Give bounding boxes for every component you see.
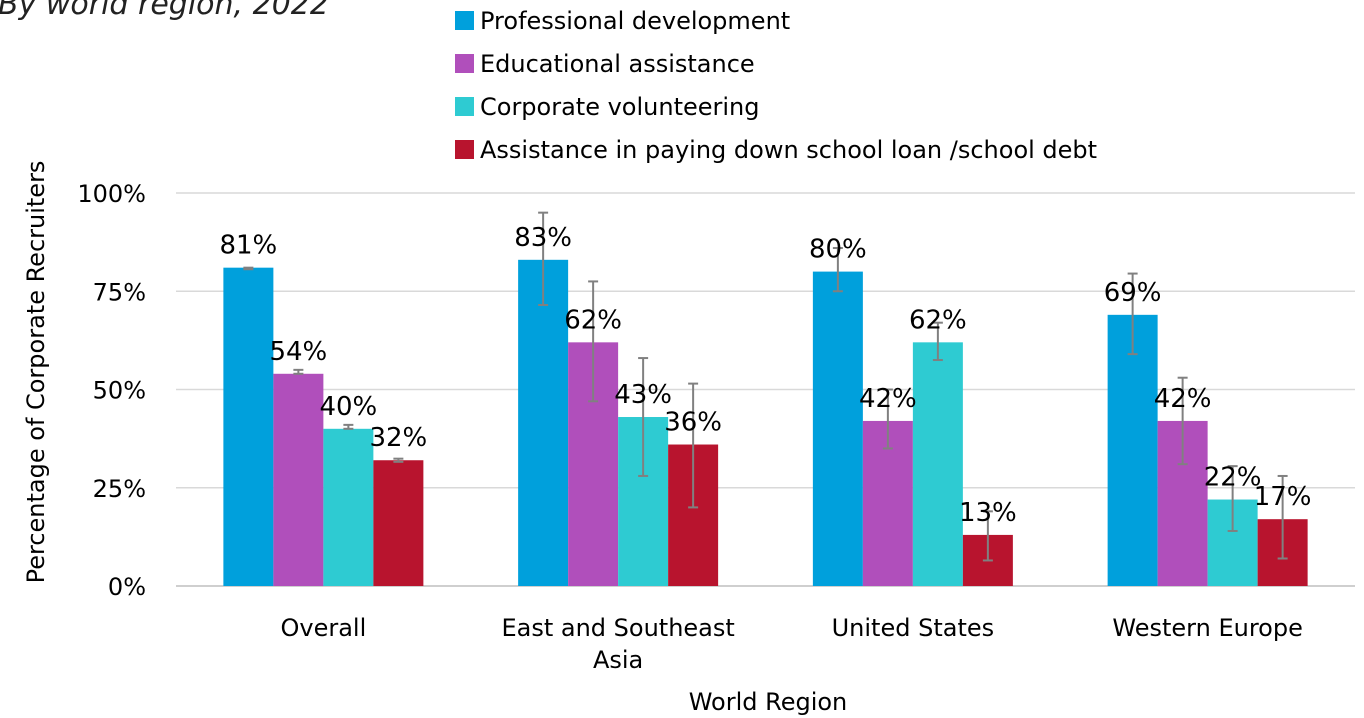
legend-label: Corporate volunteering	[480, 93, 760, 121]
x-category-label: Western Europe	[1112, 614, 1302, 642]
data-label: 43%	[614, 380, 672, 410]
y-axis-title: Percentage of Corporate Recruiters	[22, 161, 50, 584]
y-tick-label: 75%	[93, 278, 146, 306]
y-tick-label: 0%	[108, 573, 146, 601]
data-label: 62%	[564, 305, 622, 335]
error-bars	[243, 211, 1288, 562]
bar	[223, 267, 274, 586]
legend-label: Professional development	[480, 7, 790, 35]
y-tick-label: 25%	[93, 475, 146, 503]
data-label: 17%	[1254, 482, 1312, 512]
bar	[912, 342, 963, 586]
data-label: 13%	[959, 498, 1017, 528]
legend: Professional development Educational assi…	[455, 7, 1097, 164]
x-category-label: East and Southeast	[501, 614, 734, 642]
y-tick-label: 100%	[77, 180, 146, 208]
data-label: 40%	[319, 392, 377, 422]
data-label: 62%	[909, 305, 967, 335]
x-category-label: Asia	[593, 646, 643, 674]
bar	[1107, 314, 1158, 586]
data-label: 32%	[369, 423, 427, 453]
legend-swatch	[455, 11, 474, 30]
bar	[812, 271, 863, 586]
x-axis-title: World Region	[689, 688, 848, 716]
data-label: 36%	[664, 408, 722, 438]
legend-swatch	[455, 140, 474, 159]
bar	[273, 373, 324, 586]
x-category-label: United States	[832, 614, 995, 642]
legend-swatch	[455, 97, 474, 116]
data-label: 42%	[1154, 384, 1212, 414]
bars	[223, 259, 1308, 586]
x-category-label: Overall	[280, 614, 366, 642]
legend-swatch	[455, 54, 474, 73]
y-axis-ticks: 0% 25% 50% 75% 100%	[77, 180, 146, 601]
legend-label: Assistance in paying down school loan /s…	[480, 136, 1097, 164]
bar	[323, 428, 374, 586]
bar	[373, 460, 424, 586]
data-labels: 81% 54% 40%32% 83% 62% 43%36% 80% 42% 62% 13% 69% 4…	[219, 223, 1311, 528]
data-label: 83%	[514, 223, 572, 253]
data-label: 80%	[809, 235, 867, 265]
legend-label: Educational assistance	[480, 50, 755, 78]
data-label: 54%	[269, 337, 327, 367]
x-axis-categories: Overall East and Southeast Asia United Stat…	[280, 614, 1302, 674]
chart-subtitle: By world region, 2022	[0, 0, 329, 22]
bar	[518, 259, 569, 586]
y-tick-label: 50%	[93, 377, 146, 405]
data-label: 42%	[859, 384, 917, 414]
data-label: 22%	[1204, 463, 1262, 493]
data-label: 81%	[219, 231, 277, 261]
data-label: 69%	[1104, 278, 1162, 308]
